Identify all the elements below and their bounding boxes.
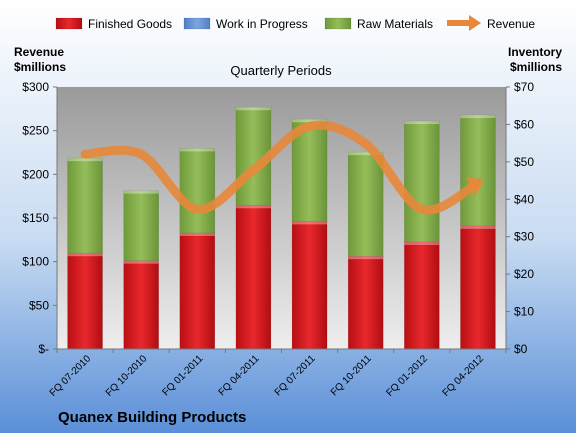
bar-cap [460, 225, 496, 229]
bar-finished-goods [460, 225, 496, 350]
legend-swatch [55, 17, 83, 30]
right-axis-label-line2: $millions [510, 60, 562, 74]
legend: Finished Goods Work in Progress Raw Materi… [55, 15, 535, 31]
bar-cap [404, 241, 440, 245]
bar-raw-materials [347, 151, 384, 257]
left-tick-label: $150 [22, 211, 49, 225]
bar-cap [292, 221, 328, 225]
bar-raw-materials [179, 148, 216, 234]
left-tick-label: $200 [22, 167, 49, 181]
bar-cap [179, 148, 215, 152]
bar-raw-materials [404, 120, 440, 243]
company-name: Quanex Building Products [58, 409, 246, 426]
legend-arrowhead [469, 15, 481, 31]
left-axis: $- $50 $100 $150 $200 $250 $300 [22, 80, 57, 356]
revenue-line [80, 120, 483, 215]
right-tick-label: $0 [514, 342, 528, 356]
bar-cap [460, 115, 496, 119]
legend-label: Revenue [487, 17, 535, 31]
bar-raw-materials [460, 114, 496, 227]
bar-finished-goods [123, 260, 159, 350]
left-tick-label: $300 [22, 80, 49, 94]
bar-cap [67, 253, 103, 257]
right-axis-label-line1: Inventory [508, 45, 562, 59]
bar-cap [123, 260, 159, 264]
left-axis-label-line1: Revenue [14, 45, 64, 59]
left-tick-label: $250 [22, 124, 49, 138]
legend-label: Finished Goods [88, 17, 172, 31]
bar-finished-goods [404, 241, 440, 350]
bar-finished-goods [235, 205, 272, 350]
legend-label: Work in Progress [216, 17, 308, 31]
bar-finished-goods [291, 221, 328, 350]
right-tick-label: $70 [514, 80, 534, 94]
right-tick-label: $60 [514, 117, 534, 131]
right-tick-label: $50 [514, 155, 534, 169]
right-tick-label: $20 [514, 267, 534, 281]
bar-cap [179, 232, 215, 236]
legend-swatch [324, 17, 352, 30]
bar-cap [235, 107, 271, 111]
bar-cap [348, 256, 384, 260]
right-tick-label: $10 [514, 305, 534, 319]
legend-swatch [183, 17, 211, 30]
bar-finished-goods [67, 252, 103, 350]
revenue-arrowhead [466, 176, 484, 197]
bar-cap [123, 190, 159, 194]
left-axis-label-line2: $millions [14, 60, 66, 74]
left-tick-label: $100 [22, 255, 49, 269]
bars [67, 106, 496, 350]
bar-cap [348, 152, 384, 156]
bar-cap [235, 205, 271, 209]
bar-cap [292, 119, 328, 123]
bar-finished-goods [347, 255, 384, 350]
bar-cap [67, 158, 103, 162]
right-tick-label: $30 [514, 230, 534, 244]
left-tick-label: $50 [29, 298, 49, 312]
left-tick-label: $- [38, 342, 49, 356]
right-tick-label: $40 [514, 192, 534, 206]
chart-title: Quarterly Periods [230, 63, 332, 78]
legend-label: Raw Materials [357, 17, 433, 31]
bar-cap [404, 121, 440, 125]
bar-finished-goods [179, 232, 216, 350]
right-axis: $0 $10 $20 $30 $40 $50 $60 $70 [506, 80, 534, 356]
bar-raw-materials [123, 190, 159, 261]
bar-raw-materials [67, 157, 103, 254]
revenue-series [80, 120, 484, 215]
